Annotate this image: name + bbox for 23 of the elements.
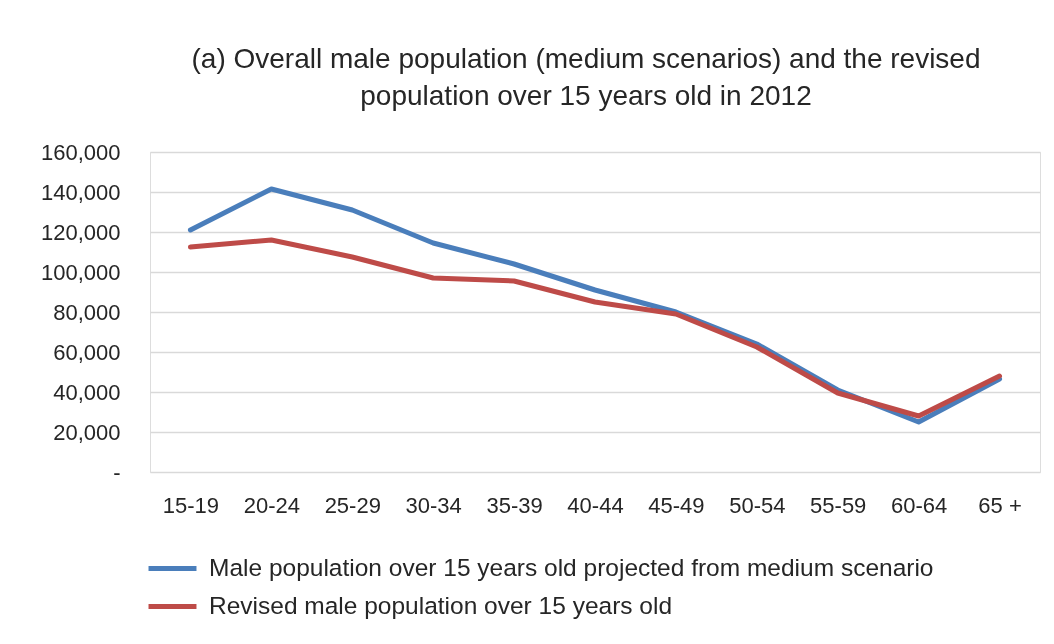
legend-label: Revised male population over 15 years old <box>209 591 673 619</box>
x-tick-label: 50-54 <box>729 492 786 518</box>
x-tick-label: 45-49 <box>648 492 705 518</box>
x-tick-label: 25-29 <box>324 492 381 518</box>
x-tick-label: 30-34 <box>405 492 462 518</box>
legend-label: Male population over 15 years old projected from medium scenario <box>209 553 934 581</box>
y-tick-label: 80,000 <box>53 299 121 325</box>
x-tick-label: 65 + <box>978 492 1022 518</box>
x-tick-label: 15-19 <box>162 492 220 518</box>
x-tick-label: 20-24 <box>243 492 300 518</box>
y-tick-label: - <box>113 459 121 485</box>
y-tick-label: 60,000 <box>53 339 121 365</box>
x-tick-label: 55-59 <box>810 492 867 518</box>
x-tick-label: 40-44 <box>567 492 624 518</box>
x-tick-label: 60-64 <box>891 492 948 518</box>
y-tick-label: 160,000 <box>40 139 121 165</box>
y-tick-label: 100,000 <box>40 259 121 285</box>
y-tick-label: 40,000 <box>53 379 121 405</box>
chart-title: (a) Overall male population (medium scenarios) and the revised population over 15 years old in 2012 <box>191 43 981 111</box>
y-tick-label: 120,000 <box>40 219 121 245</box>
x-tick-label: 35-39 <box>486 492 543 518</box>
y-tick-label: 20,000 <box>53 419 121 445</box>
y-tick-label: 140,000 <box>40 179 121 205</box>
